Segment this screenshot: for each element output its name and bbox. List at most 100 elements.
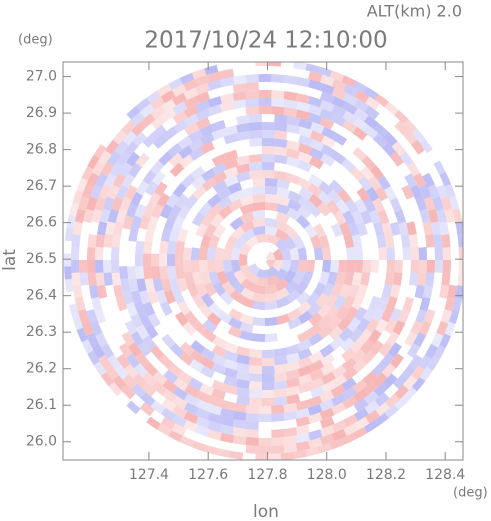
- radar-cell: [207, 260, 217, 273]
- radar-cell: [330, 282, 343, 298]
- radar-cell: [172, 414, 187, 428]
- radar-cell: [372, 197, 385, 213]
- radar-cell: [372, 307, 385, 323]
- radar-cell: [231, 260, 241, 273]
- radar-cell: [261, 349, 275, 358]
- radar-cell: [304, 223, 318, 239]
- radar-cell: [150, 400, 166, 415]
- radar-cell: [215, 260, 225, 273]
- radar-cell: [331, 420, 347, 433]
- radar-cell: [341, 433, 356, 445]
- altitude-label: ALT(km) 2.0: [367, 2, 462, 21]
- radar-cell: [239, 187, 254, 198]
- radar-cell: [375, 186, 389, 202]
- radar-cell: [280, 247, 291, 260]
- radar-cell: [337, 316, 352, 332]
- y-tick-label: 26.5: [26, 251, 57, 267]
- radar-cell: [274, 154, 288, 165]
- radar-cell: [343, 92, 358, 106]
- radar-cell: [286, 377, 301, 388]
- radar-cell: [95, 332, 108, 348]
- radar-cell: [140, 392, 156, 407]
- radar-cell: [105, 221, 116, 236]
- radar-cell: [183, 260, 192, 273]
- radar-cell: [297, 338, 313, 352]
- radar-cell: [289, 260, 299, 273]
- radar-cell: [427, 208, 439, 223]
- radar-cell: [184, 122, 200, 136]
- radar-cell: [360, 272, 371, 286]
- radar-cell: [369, 340, 384, 355]
- radar-cell: [267, 274, 280, 286]
- radar-cell: [415, 308, 428, 324]
- radar-cell: [158, 151, 173, 166]
- radar-cell: [441, 272, 451, 286]
- radar-cell: [232, 427, 247, 437]
- radar-cell: [184, 271, 195, 286]
- radar-cell: [332, 132, 348, 146]
- radar-cell: [318, 234, 330, 249]
- radar-cell: [274, 114, 288, 124]
- radar-cell: [87, 154, 100, 170]
- radar-cell: [132, 131, 147, 147]
- radar-cell: [255, 62, 269, 67]
- radar-cell: [375, 318, 389, 334]
- radar-cell: [368, 175, 382, 191]
- radar-cell: [272, 260, 284, 272]
- radar-cell: [354, 407, 369, 422]
- radar-cell: [199, 132, 215, 146]
- radar-cell: [109, 161, 124, 177]
- radar-cell: [86, 309, 98, 324]
- radar-cell: [295, 76, 310, 88]
- radar-image: [63, 62, 463, 460]
- radar-cell: [319, 390, 335, 403]
- radar-cell: [275, 238, 288, 252]
- radar-cell: [159, 253, 168, 267]
- radar-cell: [381, 284, 393, 299]
- radar-cell: [297, 347, 313, 360]
- radar-cell: [207, 79, 222, 91]
- radar-cell: [130, 313, 143, 329]
- radar-cell: [172, 396, 188, 410]
- radar-cell: [321, 260, 331, 273]
- radar-cell: [239, 313, 254, 325]
- radar-cell: [283, 91, 298, 101]
- radar-cell: [283, 269, 297, 284]
- radar-cell: [177, 135, 193, 150]
- radar-cell: [375, 402, 391, 417]
- radar-cell: [295, 407, 311, 419]
- radar-cell: [394, 396, 409, 410]
- radar-cell: [351, 348, 366, 364]
- radar-cell: [315, 293, 330, 308]
- radar-cell: [317, 303, 332, 318]
- radar-cell: [390, 353, 404, 369]
- radar-cell: [337, 188, 352, 204]
- radar-cell: [220, 93, 235, 104]
- radar-cell: [90, 320, 103, 336]
- radar-cell: [274, 278, 289, 292]
- radar-cell: [286, 140, 301, 151]
- radar-cell: [190, 247, 200, 260]
- radar-cell: [167, 362, 183, 377]
- radar-cell: [111, 260, 120, 274]
- radar-cell: [231, 247, 241, 260]
- y-tick-label: 26.4: [26, 288, 57, 304]
- radar-cell: [231, 280, 245, 294]
- radar-cell: [342, 110, 358, 124]
- radar-cell: [374, 392, 390, 407]
- radar-cell: [219, 291, 234, 306]
- radar-cell: [327, 315, 342, 331]
- radar-cell: [69, 303, 80, 318]
- radar-cell: [319, 108, 335, 121]
- radar-cell: [272, 248, 284, 260]
- radar-cell: [191, 68, 207, 80]
- radar-cell: [124, 320, 138, 336]
- radar-cell: [419, 366, 433, 382]
- radar-cell: [354, 98, 369, 113]
- radar-cell: [201, 328, 217, 343]
- radar-cell: [217, 195, 232, 210]
- radar-cell: [308, 437, 323, 449]
- radar-cell: [91, 208, 103, 223]
- radar-cell: [192, 185, 207, 200]
